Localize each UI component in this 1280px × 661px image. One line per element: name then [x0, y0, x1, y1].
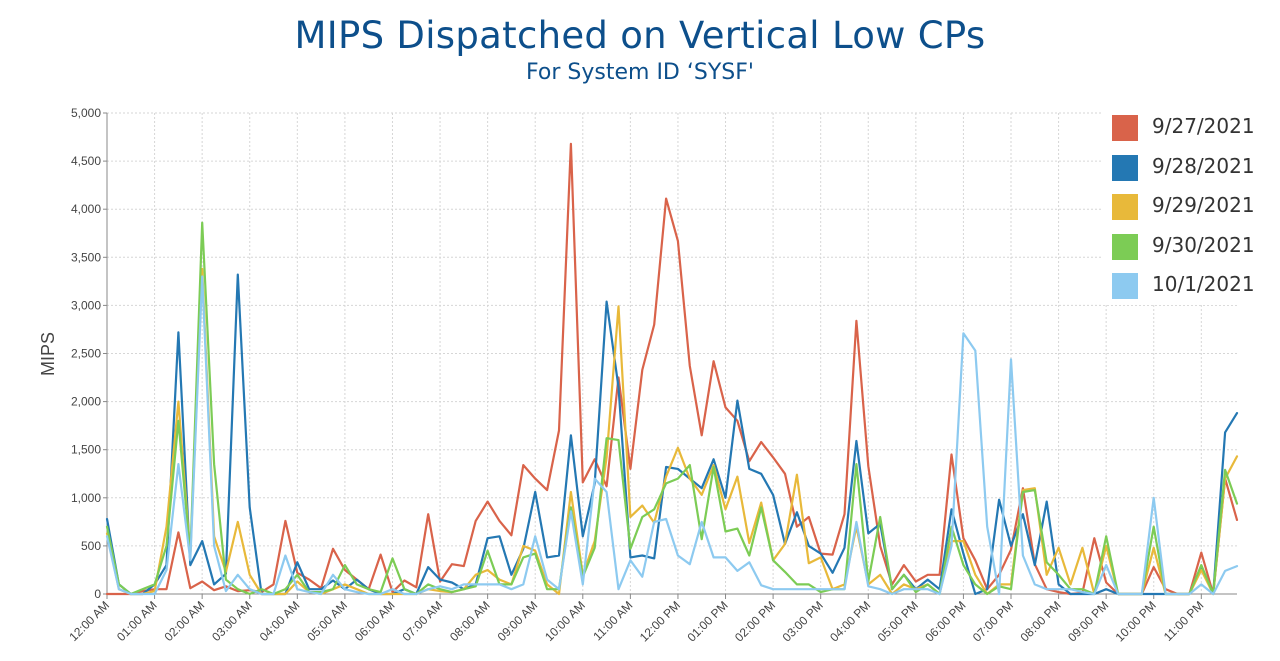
x-tick-label: 06:00 AM — [352, 598, 398, 644]
y-axis-label: MIPS — [38, 332, 58, 376]
y-tick-label: 4,000 — [71, 202, 101, 216]
y-tick-label: 500 — [81, 539, 101, 553]
legend-swatch — [1112, 115, 1138, 141]
x-tick-label: 12:00 AM — [66, 598, 112, 644]
y-tick-label: 1,500 — [71, 443, 101, 457]
x-tick-label: 10:00 AM — [542, 598, 588, 644]
y-tick-label: 3,000 — [71, 298, 101, 312]
y-tick-labels: 0 500 1,000 1,500 2,000 2,500 3,000 3,500 4,000 4… — [71, 106, 101, 601]
legend-label: 9/30/2021 — [1152, 232, 1255, 257]
x-tick-labels: 12:00 AM 01:00 AM 02:00 AM 03:00 AM 04:00 AM… — [66, 598, 1206, 644]
x-tick-label: 09:00 AM — [495, 598, 541, 644]
legend-label: 10/1/2021 — [1152, 272, 1255, 296]
series-line — [105, 267, 1239, 596]
x-tick-label: 07:00 PM — [970, 598, 1016, 644]
legend-swatch — [1112, 273, 1138, 299]
y-tick-label: 2,000 — [71, 395, 101, 409]
series-line — [105, 221, 1239, 596]
legend-label: 9/29/2021 — [1152, 193, 1255, 217]
legend-swatch — [1112, 233, 1138, 260]
legend-swatch — [1112, 154, 1138, 181]
x-tick-label: 09:00 PM — [1065, 598, 1111, 644]
axes — [103, 112, 1237, 599]
x-tick-label: 08:00 PM — [1017, 598, 1063, 644]
y-tick-label: 3,500 — [71, 250, 101, 264]
x-tick-label: 11:00 PM — [1161, 598, 1207, 644]
y-tick-label: 2,500 — [71, 347, 101, 361]
x-tick-label: 08:00 AM — [447, 598, 493, 644]
x-tick-label: 04:00 AM — [257, 598, 303, 644]
x-tick-label: 01:00 PM — [684, 598, 730, 644]
x-tick-label: 04:00 PM — [827, 598, 873, 644]
grid-lines — [106, 112, 1237, 595]
x-tick-label: 02:00 PM — [732, 598, 778, 644]
legend: 9/27/2021 9/28/2021 9/29/2021 9/30/2021 10/1… — [1102, 103, 1255, 305]
series-line — [105, 275, 1239, 596]
y-tick-label: 1,000 — [71, 491, 101, 505]
legend-label: 9/27/2021 — [1152, 114, 1255, 138]
x-tick-label: 01:00 AM — [114, 598, 160, 644]
chart-subtitle: For System ID ‘SYSF' — [526, 60, 754, 85]
series-line — [105, 273, 1239, 596]
x-tick-label: 10:00 PM — [1113, 598, 1159, 644]
x-tick-label: 05:00 AM — [304, 598, 350, 644]
x-tick-label: 03:00 PM — [780, 598, 826, 644]
legend-label: 9/28/2021 — [1152, 153, 1255, 178]
series-lines — [105, 142, 1239, 596]
y-tick-label: 4,500 — [71, 154, 101, 168]
x-tick-label: 06:00 PM — [922, 598, 968, 644]
x-tick-label: 11:00 AM — [590, 598, 635, 643]
x-tick-label: 02:00 AM — [162, 598, 208, 644]
y-tick-label: 0 — [94, 587, 101, 601]
series-line — [105, 142, 1239, 596]
x-tick-label: 12:00 PM — [637, 598, 683, 644]
x-tick-label: 05:00 PM — [875, 598, 921, 644]
x-tick-label: 03:00 AM — [209, 598, 255, 644]
legend-swatch — [1112, 194, 1138, 220]
y-tick-label: 5,000 — [71, 106, 101, 120]
x-tick-label: 07:00 AM — [399, 598, 445, 644]
chart-title: MIPS Dispatched on Vertical Low CPs — [294, 14, 986, 57]
